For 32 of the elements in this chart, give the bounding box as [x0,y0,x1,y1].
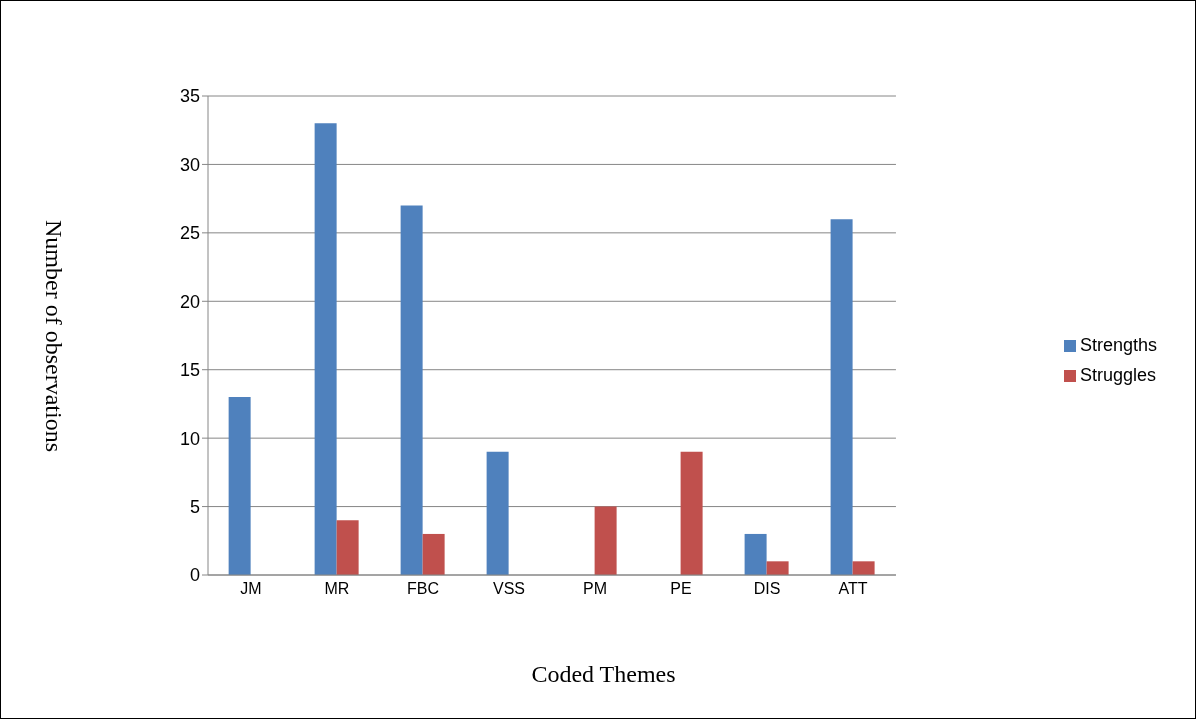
x-tick-label: FBC [406,580,439,598]
bar [228,397,251,575]
bar [852,561,875,575]
x-tick-label: JM [240,580,262,598]
bar [830,219,853,575]
y-tick-label: 25 [179,223,200,244]
x-tick-label: VSS [492,580,525,598]
y-tick-label: 15 [179,360,200,381]
bar [744,533,767,575]
bar [680,451,703,575]
x-tick-label: MR [324,580,350,598]
y-tick-label: 20 [179,291,200,312]
y-tick-label: 5 [189,496,200,517]
x-axis-title: Coded Themes [530,661,677,688]
bar [336,520,359,575]
legend-label: Strengths [1079,334,1157,355]
bar [400,205,423,575]
y-tick-label: 30 [179,154,200,175]
x-tick-label: ATT [838,580,868,598]
y-axis-title: Number of observations [39,220,67,452]
bar [594,506,617,575]
y-tick-label: 0 [189,565,200,586]
x-tick-label: PE [670,580,692,598]
legend-label: Struggles [1079,364,1156,385]
bar [486,451,509,575]
y-tick-label: 35 [179,86,200,107]
x-tick-label: DIS [753,580,781,598]
x-tick-label: PM [582,580,607,598]
bar [422,533,445,575]
bar [766,561,789,575]
y-tick-label: 10 [179,428,200,449]
bar [314,123,337,575]
